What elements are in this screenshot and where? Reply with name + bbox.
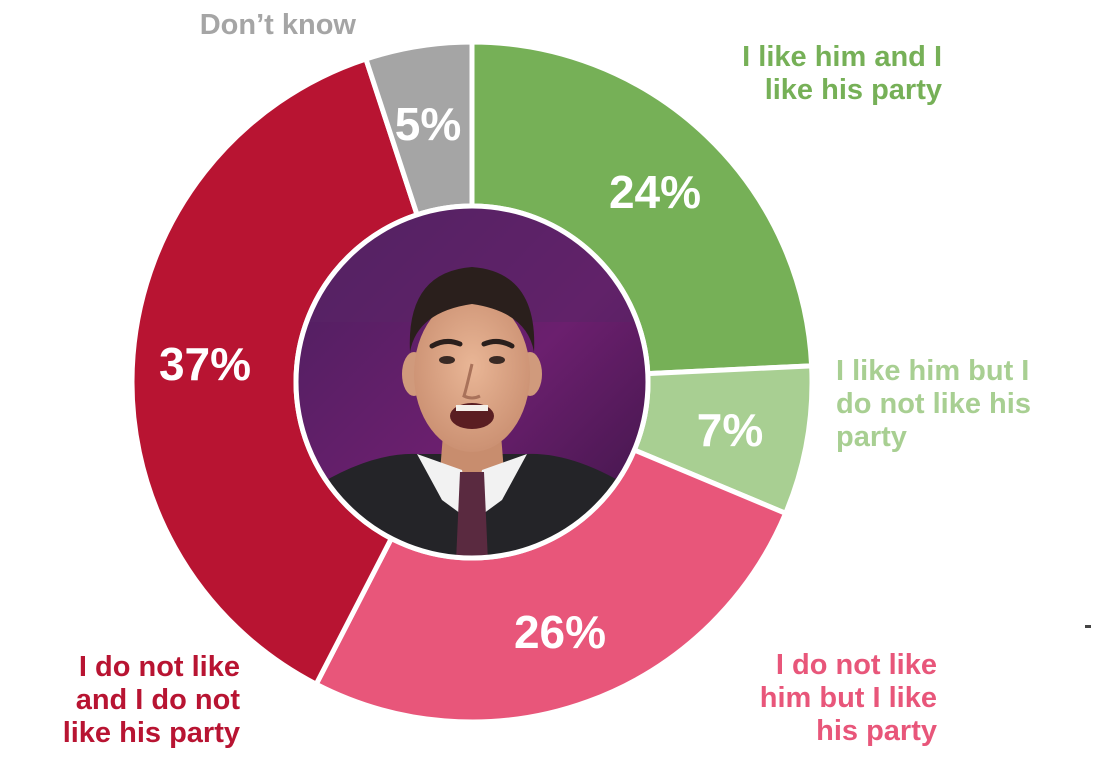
- value-labels: 24% 7% 26% 37% 5%: [159, 98, 763, 658]
- value-label-dislike_dislike: 37%: [159, 338, 251, 390]
- category-label-line: Don’t know: [200, 9, 357, 41]
- value-label-dont_know: 5%: [395, 98, 461, 150]
- category-label-dont_know: Don’t know: [200, 9, 357, 41]
- category-label-line: like his party: [765, 74, 942, 106]
- category-label-dislike_dislike: I do not like and I do not like his party: [63, 651, 241, 749]
- value-label-like_like: 24%: [609, 166, 701, 218]
- value-label-dislike_like: 26%: [514, 606, 606, 658]
- value-label-like_dislike: 7%: [697, 404, 763, 456]
- category-label-dislike_like: I do not like him but I like his party: [760, 649, 937, 747]
- category-label-line: I like him but I: [836, 355, 1029, 387]
- category-label-line: him but I like: [760, 682, 937, 714]
- category-label-line: and I do not: [76, 684, 241, 716]
- category-label-line: I do not like: [776, 649, 937, 681]
- category-label-line: like his party: [63, 717, 240, 749]
- category-label-line: I like him and I: [742, 41, 942, 73]
- category-label-line: his party: [816, 715, 937, 747]
- category-label-line: I do not like: [79, 651, 240, 683]
- category-label-line: party: [836, 421, 907, 453]
- category-label-line: do not like his: [836, 388, 1031, 420]
- portrait-photo: [293, 203, 651, 561]
- stray-mark: [1085, 625, 1091, 628]
- donut-slices: [129, 39, 815, 725]
